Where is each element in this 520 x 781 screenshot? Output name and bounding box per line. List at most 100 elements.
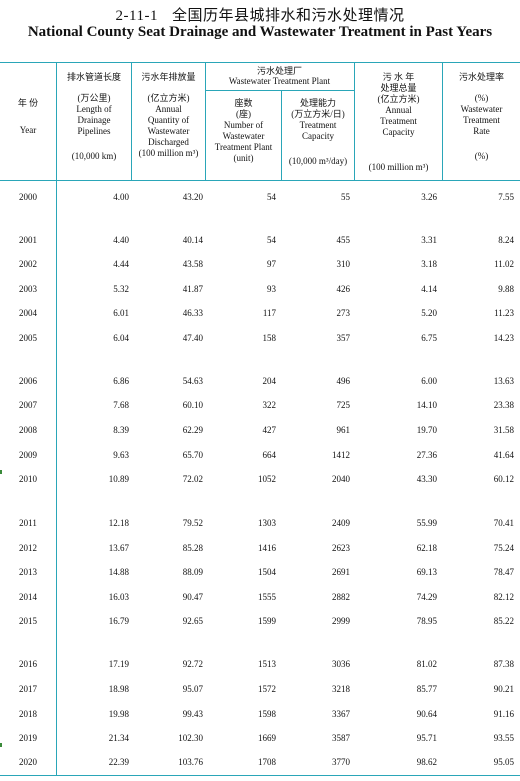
cell-treated: 62.18: [416, 543, 437, 553]
cell-treated: 19.70: [416, 425, 437, 435]
row-year: 2006: [19, 376, 37, 386]
header-rate: 污水处理率 (%) Wastewater Treatment Rate (%): [443, 72, 520, 162]
cell-rate: 75.24: [493, 543, 514, 553]
cell-capacity: 455: [336, 235, 351, 245]
cell-plants: 1303: [258, 518, 276, 528]
cell-rate: 31.58: [493, 425, 514, 435]
header-top-rule: [0, 62, 520, 63]
header-pipelines: 排水管道长度 (万公里) Length of Drainage Pipeline…: [57, 72, 131, 162]
cell-treated: 95.71: [416, 733, 437, 743]
header-treated-cn2: 处理总量: [380, 83, 417, 93]
header-rate-unit-en: (%): [474, 151, 489, 161]
row-year: 2000: [19, 192, 37, 202]
row-year: 2007: [19, 400, 37, 410]
cell-pipelines: 8.39: [113, 425, 129, 435]
title-chinese: 2-11-1 全国历年县城排水和污水处理情况: [0, 4, 520, 25]
cell-discharged: 72.02: [182, 474, 203, 484]
cell-plants: 1598: [258, 709, 276, 719]
cell-rate: 90.21: [493, 684, 514, 694]
cell-pipelines: 6.86: [113, 376, 129, 386]
header-treated-unit-en: (100 million m³): [368, 162, 429, 172]
cell-plants: 1513: [258, 659, 276, 669]
cell-capacity: 3587: [332, 733, 350, 743]
cell-plants: 1599: [258, 616, 276, 626]
cell-treated: 98.62: [416, 757, 437, 767]
row-year: 2010: [19, 474, 37, 484]
cell-rate: 13.63: [493, 376, 514, 386]
cell-pipelines: 6.01: [113, 308, 129, 318]
cell-discharged: 46.33: [182, 308, 203, 318]
cell-rate: 41.64: [493, 450, 514, 460]
header-treated-cn: 污 水 年: [382, 72, 415, 82]
cell-rate: 7.55: [498, 192, 514, 202]
row-year: 2009: [19, 450, 37, 460]
cell-pipelines: 16.03: [108, 592, 129, 602]
cell-plants: 204: [262, 376, 277, 386]
table-number: 2-11-1: [115, 8, 158, 24]
cell-rate: 87.38: [493, 659, 514, 669]
row-year: 2011: [19, 518, 37, 528]
cell-capacity: 2691: [332, 567, 350, 577]
cell-capacity: 3036: [332, 659, 350, 669]
header-divider: [205, 62, 206, 180]
cell-pipelines: 12.18: [108, 518, 129, 528]
cell-discharged: 43.20: [182, 192, 203, 202]
cell-treated: 14.10: [416, 400, 437, 410]
header-plant-number-cn: 座数: [234, 98, 253, 108]
cell-treated: 6.75: [421, 333, 437, 343]
header-rate-unit-cn: (%): [474, 93, 489, 103]
cell-capacity: 961: [336, 425, 351, 435]
cell-discharged: 41.87: [182, 284, 203, 294]
cell-pipelines: 19.98: [108, 709, 129, 719]
cell-discharged: 47.40: [182, 333, 203, 343]
header-discharged-unit-cn: (亿立方米): [147, 93, 190, 103]
body-divider: [56, 180, 57, 775]
cell-pipelines: 17.19: [108, 659, 129, 669]
cell-pipelines: 18.98: [108, 684, 129, 694]
row-year: 2013: [19, 567, 37, 577]
cell-discharged: 92.72: [182, 659, 203, 669]
margin-mark: [0, 470, 2, 474]
cell-rate: 60.12: [493, 474, 514, 484]
table-bottom-rule: [0, 775, 520, 776]
header-rate-en: Wastewater Treatment Rate: [460, 104, 503, 136]
header-rate-cn: 污水处理率: [458, 72, 504, 82]
header-divider: [281, 91, 282, 180]
cell-plants: 158: [262, 333, 277, 343]
cell-treated: 3.26: [421, 192, 437, 202]
cell-pipelines: 22.39: [108, 757, 129, 767]
cell-discharged: 95.07: [182, 684, 203, 694]
header-divider: [131, 62, 132, 180]
cell-capacity: 2040: [332, 474, 350, 484]
header-year: 年 份 Year: [0, 98, 56, 136]
row-year: 2005: [19, 333, 37, 343]
cell-discharged: 103.76: [178, 757, 203, 767]
cell-rate: 70.41: [493, 518, 514, 528]
header-pipelines-unit-en: (10,000 km): [71, 151, 117, 161]
header-pipelines-unit-cn: (万公里): [77, 93, 111, 103]
cell-plants: 1504: [258, 567, 276, 577]
header-plant-group: 污水处理厂 Wastewater Treatment Plant: [205, 66, 354, 86]
cell-treated: 43.30: [416, 474, 437, 484]
cell-discharged: 79.52: [182, 518, 203, 528]
cell-pipelines: 4.40: [113, 235, 129, 245]
cell-treated: 90.64: [416, 709, 437, 719]
cell-pipelines: 10.89: [108, 474, 129, 484]
header-plant-number-unit-en: (unit): [233, 153, 254, 163]
header-discharged-unit-en: (100 million m³): [138, 148, 199, 158]
header-plant-number-unit-cn: (座): [236, 109, 251, 119]
cell-treated: 74.29: [416, 592, 437, 602]
cell-plants: 1669: [258, 733, 276, 743]
cell-capacity: 3770: [332, 757, 350, 767]
cell-treated: 3.18: [421, 259, 437, 269]
cell-rate: 11.02: [494, 259, 514, 269]
row-year: 2004: [19, 308, 37, 318]
cell-pipelines: 14.88: [108, 567, 129, 577]
cell-capacity: 310: [336, 259, 351, 269]
cell-capacity: 496: [336, 376, 351, 386]
cell-rate: 85.22: [493, 616, 514, 626]
cell-discharged: 54.63: [182, 376, 203, 386]
row-year: 2017: [19, 684, 37, 694]
cell-pipelines: 5.32: [113, 284, 129, 294]
cell-treated: 55.99: [416, 518, 437, 528]
